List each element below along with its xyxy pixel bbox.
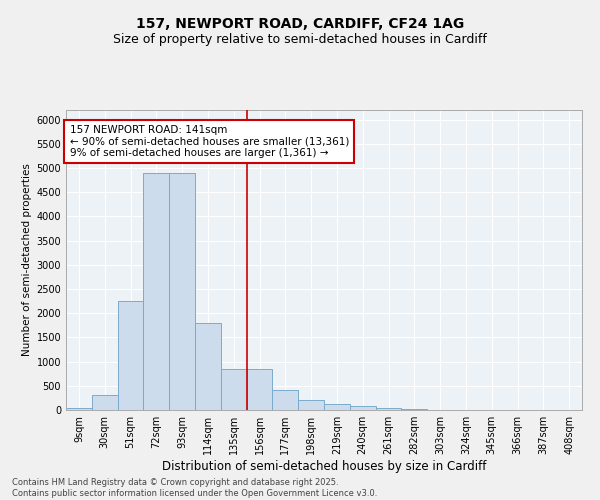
Bar	[221, 369, 247, 410]
Text: 157 NEWPORT ROAD: 141sqm
← 90% of semi-detached houses are smaller (13,361)
9% o: 157 NEWPORT ROAD: 141sqm ← 90% of semi-d…	[70, 125, 349, 158]
Bar	[143, 173, 169, 410]
Bar	[376, 408, 401, 410]
Bar	[169, 173, 195, 410]
Bar	[272, 390, 298, 410]
Y-axis label: Number of semi-detached properties: Number of semi-detached properties	[22, 164, 32, 356]
Bar	[350, 406, 376, 410]
Bar	[247, 369, 272, 410]
X-axis label: Distribution of semi-detached houses by size in Cardiff: Distribution of semi-detached houses by …	[162, 460, 486, 473]
Text: Size of property relative to semi-detached houses in Cardiff: Size of property relative to semi-detach…	[113, 32, 487, 46]
Bar	[401, 408, 427, 410]
Bar	[298, 400, 324, 410]
Bar	[195, 323, 221, 410]
Bar	[92, 396, 118, 410]
Bar	[324, 404, 350, 410]
Bar	[66, 408, 92, 410]
Text: Contains HM Land Registry data © Crown copyright and database right 2025.
Contai: Contains HM Land Registry data © Crown c…	[12, 478, 377, 498]
Bar	[118, 301, 143, 410]
Text: 157, NEWPORT ROAD, CARDIFF, CF24 1AG: 157, NEWPORT ROAD, CARDIFF, CF24 1AG	[136, 18, 464, 32]
